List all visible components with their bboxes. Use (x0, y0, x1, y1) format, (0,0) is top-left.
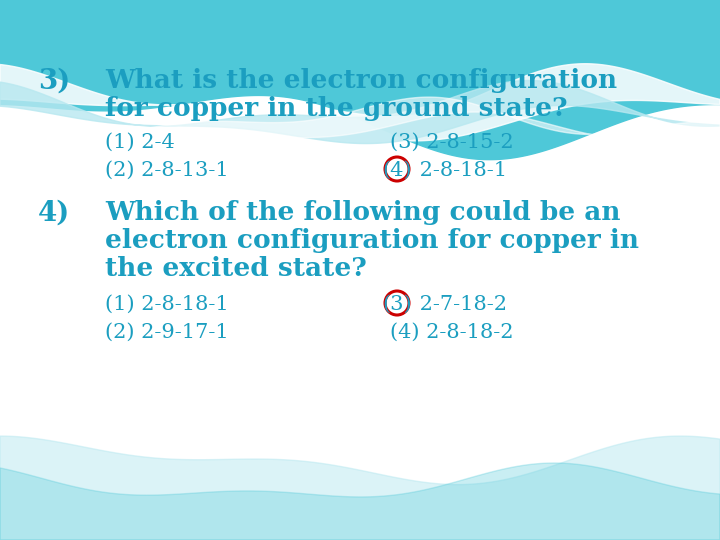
Polygon shape (0, 80, 720, 144)
Text: What is the electron configuration: What is the electron configuration (105, 68, 617, 93)
Text: (1) 2-4: (1) 2-4 (105, 133, 175, 152)
Polygon shape (0, 0, 720, 160)
Text: (3) 2-8-15-2: (3) 2-8-15-2 (390, 133, 513, 152)
Text: 2-8-18-1: 2-8-18-1 (413, 161, 507, 180)
Text: 4): 4) (38, 200, 71, 227)
Text: the excited state?: the excited state? (105, 256, 366, 281)
Text: (1) 2-8-18-1: (1) 2-8-18-1 (105, 295, 229, 314)
Text: Which of the following could be an: Which of the following could be an (105, 200, 621, 225)
Text: (4): (4) (382, 161, 412, 180)
Text: 3): 3) (38, 68, 71, 95)
Text: (4) 2-8-18-2: (4) 2-8-18-2 (390, 323, 513, 342)
Text: (2) 2-9-17-1: (2) 2-9-17-1 (105, 323, 229, 342)
Text: (2) 2-8-13-1: (2) 2-8-13-1 (105, 161, 229, 180)
Polygon shape (0, 463, 720, 540)
Polygon shape (0, 436, 720, 540)
Polygon shape (0, 97, 720, 140)
Text: 2-7-18-2: 2-7-18-2 (413, 295, 507, 314)
Text: (3): (3) (382, 295, 412, 314)
Text: electron configuration for copper in: electron configuration for copper in (105, 228, 639, 253)
Polygon shape (0, 64, 720, 141)
Text: for copper in the ground state?: for copper in the ground state? (105, 96, 567, 121)
